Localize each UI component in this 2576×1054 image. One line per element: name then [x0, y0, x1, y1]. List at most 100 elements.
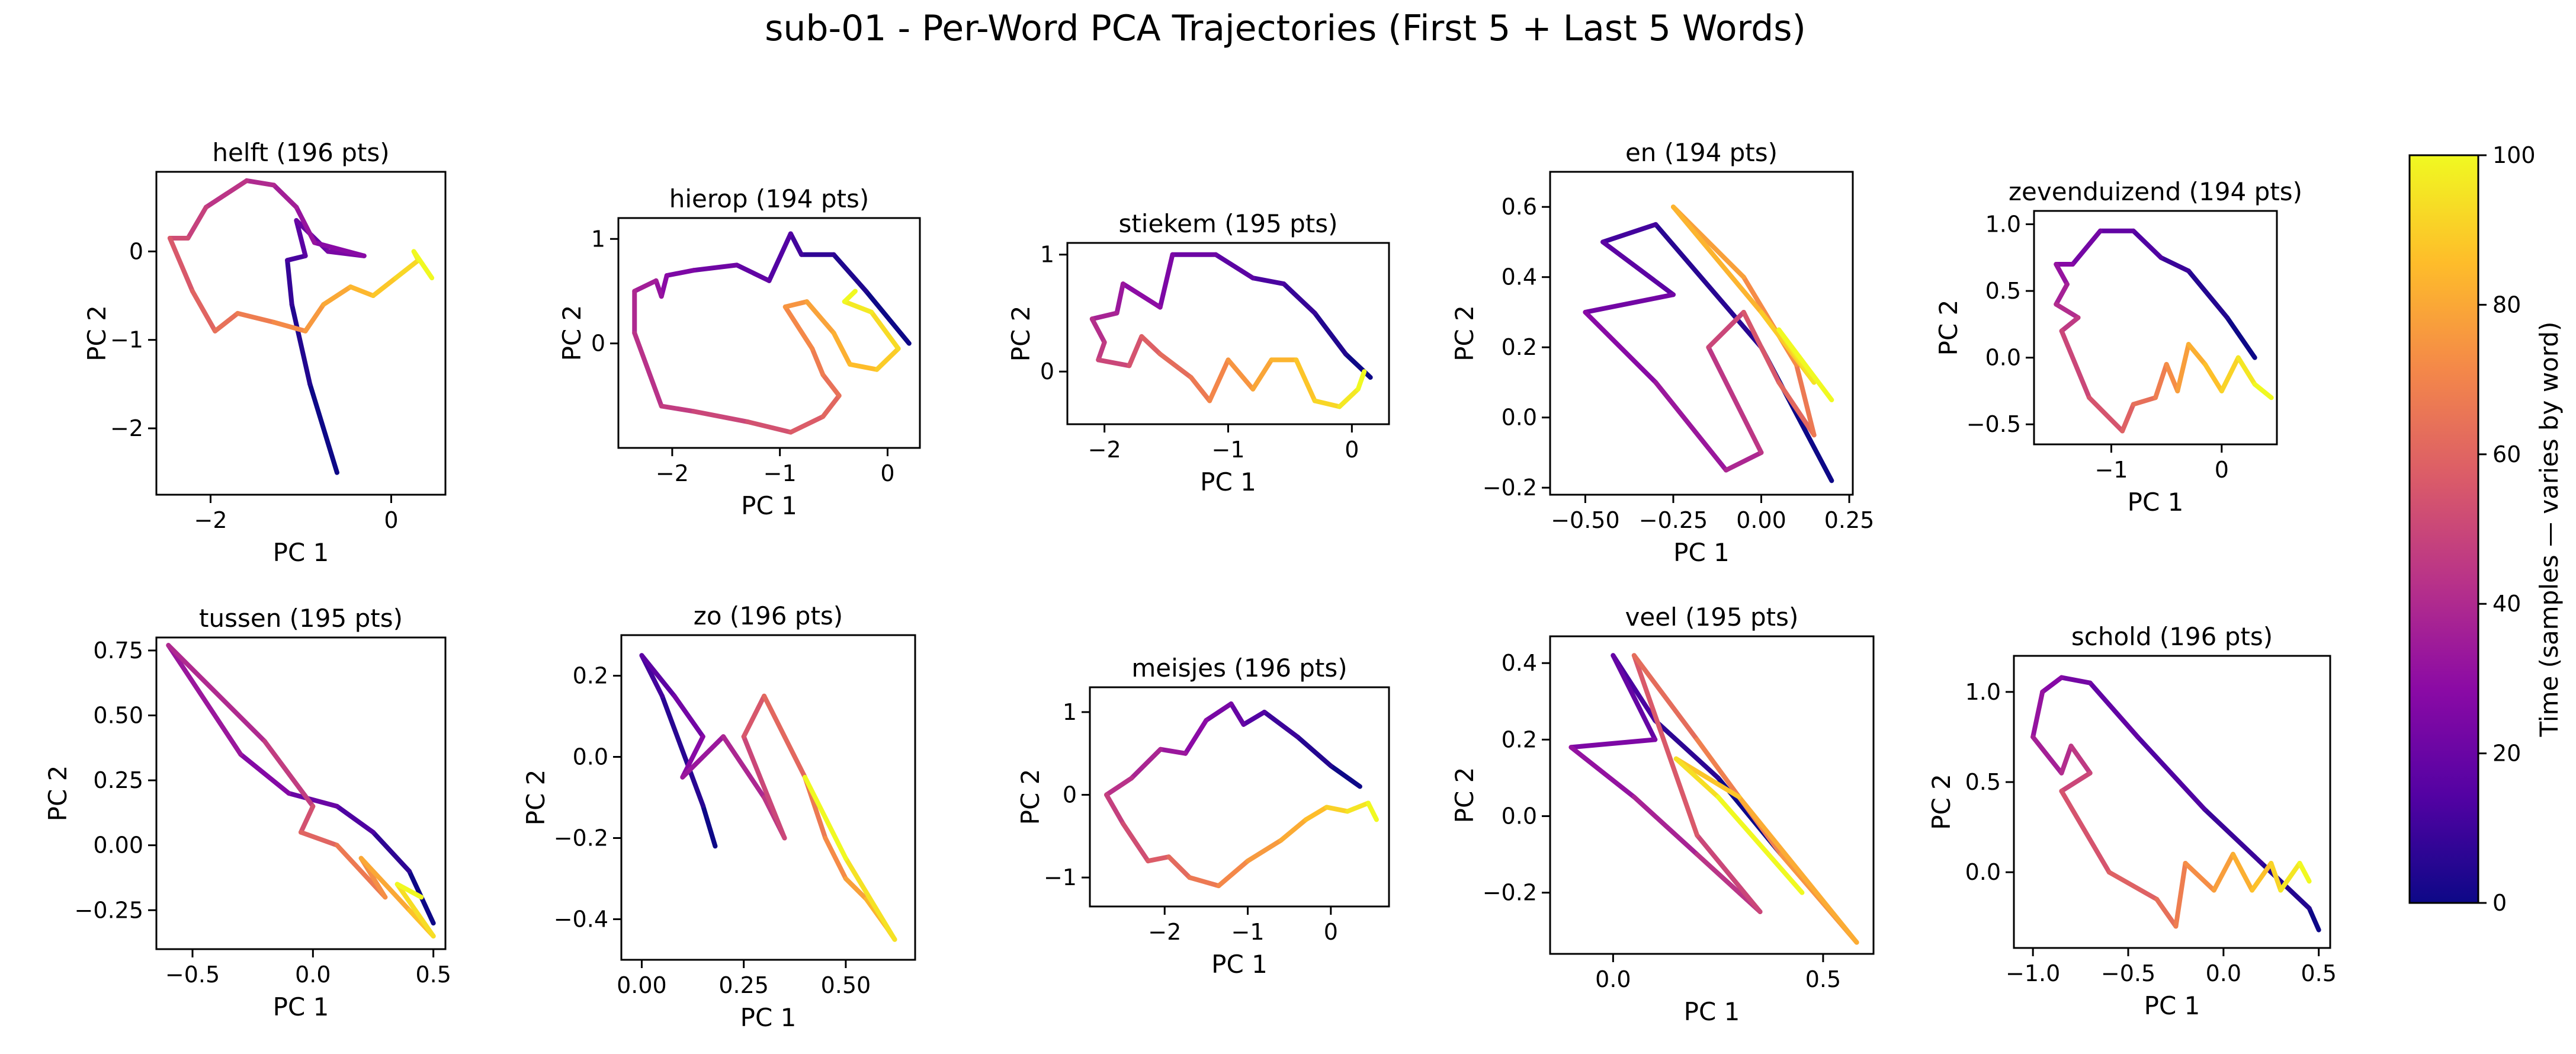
trajectory-segment	[1158, 747, 1188, 756]
trajectory-segment	[289, 302, 313, 387]
trajectory-segment	[804, 299, 836, 335]
trajectory-segment	[1262, 709, 1300, 739]
trajectory-segment	[831, 252, 869, 294]
trajectory-segment	[2202, 806, 2264, 866]
y-tick-label: 1.0	[1965, 679, 2001, 705]
trajectory-segment	[1204, 701, 1234, 723]
trajectory-segment	[700, 803, 718, 849]
trajectory	[2054, 228, 2274, 434]
x-tick-label: 0.0	[1595, 966, 1631, 992]
x-tick-label: 0.5	[1805, 966, 1841, 992]
trajectory-segment	[1226, 357, 1256, 392]
trajectory-segment	[2054, 281, 2070, 307]
x-tick-label: −2	[656, 460, 689, 486]
trajectory-segment	[864, 289, 912, 346]
trajectory-segment	[1104, 792, 1126, 826]
trajectory-segment	[2070, 228, 2103, 267]
y-tick-label: −0.2	[1483, 880, 1537, 906]
x-tick-label: −1.0	[2006, 960, 2060, 986]
trajectory-segment	[358, 856, 412, 913]
trajectory-segment	[2054, 262, 2070, 287]
trajectory-segment	[1568, 737, 1658, 750]
trajectory-segment	[1139, 334, 1163, 357]
axes-frame	[155, 171, 447, 496]
trajectory-segment	[1670, 204, 1764, 315]
trajectory-segment	[1294, 357, 1317, 403]
y-tick-label: −0.2	[554, 825, 608, 851]
trajectory-segment	[213, 310, 240, 334]
trajectory-segment	[831, 331, 852, 367]
y-tick-label: 1	[591, 226, 605, 252]
y-axis-label: PC 2	[1927, 774, 1956, 830]
subplot-title: veel (195 pts)	[1625, 603, 1799, 632]
trajectory-segment	[2183, 860, 2216, 893]
trajectory-segment	[348, 284, 376, 299]
x-tick-label: 0	[1345, 437, 1359, 463]
trajectory-segment	[1089, 310, 1119, 322]
subplot-title: meisjes (196 pts)	[1131, 653, 1347, 683]
trajectory-segment	[2164, 361, 2180, 393]
trajectory-segment	[1121, 821, 1151, 864]
trajectory-segment	[1611, 653, 1658, 742]
y-tick-label: 1.0	[1985, 212, 2021, 238]
trajectory-segment	[782, 304, 815, 351]
subplot-3: stiekem (195 pts) −2 −1 0 0 1 PC 1 PC 2	[1006, 209, 1390, 496]
trajectory-segment	[1228, 701, 1246, 727]
trajectory-segment	[2087, 395, 2125, 434]
trajectory-segment	[842, 289, 858, 305]
trajectory-segment	[788, 414, 826, 435]
trajectory-segment	[2131, 395, 2158, 407]
trajectory-segment	[2278, 860, 2302, 893]
y-tick-label: 0.2	[1502, 726, 1537, 752]
trajectory-segment	[843, 856, 897, 942]
subplot-title: schold (196 pts)	[2071, 622, 2273, 651]
y-axis-label: PC 2	[1016, 769, 1045, 825]
trajectory-segment	[1706, 345, 1764, 455]
trajectory-segment	[632, 278, 659, 294]
trajectory-segment	[659, 403, 697, 414]
y-axis-label: PC 2	[1450, 305, 1479, 361]
trajectory-segment	[842, 299, 874, 315]
trajectory-segment	[371, 275, 399, 299]
trajectory-segment	[1295, 734, 1333, 768]
trajectory-segment	[1207, 357, 1231, 403]
trajectory-segment	[1741, 309, 1782, 385]
trajectory-segment	[1188, 375, 1212, 403]
y-tick-label: −0.2	[1483, 475, 1537, 501]
trajectory-segment	[1166, 854, 1192, 880]
y-axis-label: PC 2	[1006, 306, 1035, 362]
y-tick-label: 0.0	[1985, 345, 2021, 371]
trajectory	[166, 643, 436, 939]
trajectory-segment	[803, 774, 848, 861]
trajectory-segment	[411, 249, 435, 281]
trajectory-segment	[2030, 689, 2045, 739]
y-tick-label: 0	[1040, 358, 1054, 385]
trajectory-segment	[2306, 906, 2321, 933]
trajectory-segment	[1365, 800, 1379, 822]
trajectory-segment	[1737, 794, 1859, 945]
x-tick-label: −1	[1231, 919, 1265, 945]
colorbar-tick-label: 0	[2492, 890, 2507, 916]
trajectory-segment	[1345, 800, 1371, 814]
trajectory-segment	[820, 393, 842, 419]
trajectory-segment	[2175, 342, 2191, 393]
trajectory-segment	[1104, 776, 1134, 797]
trajectory-segment	[788, 231, 804, 257]
trajectory-segment	[1281, 281, 1317, 316]
trajectory-segment	[2219, 355, 2241, 393]
y-axis-label: PC 2	[1450, 767, 1479, 824]
subplot-title: zo (196 pts)	[694, 601, 843, 630]
x-tick-label: −0.5	[165, 962, 220, 988]
y-tick-label: 0	[1063, 782, 1077, 808]
y-tick-label: 0.6	[1502, 194, 1537, 220]
trajectory-segment	[1355, 369, 1367, 392]
trajectory-segment	[653, 278, 664, 299]
x-tick-label: −2	[194, 507, 227, 533]
trajectory-segment	[2230, 851, 2255, 893]
x-axis-label: PC 1	[1200, 467, 1256, 496]
trajectory-segment	[271, 182, 299, 210]
trajectory-segment	[820, 372, 842, 398]
trajectory-segment	[1303, 805, 1329, 822]
y-tick-label: 0.2	[573, 663, 608, 689]
trajectory-segment	[321, 284, 353, 307]
